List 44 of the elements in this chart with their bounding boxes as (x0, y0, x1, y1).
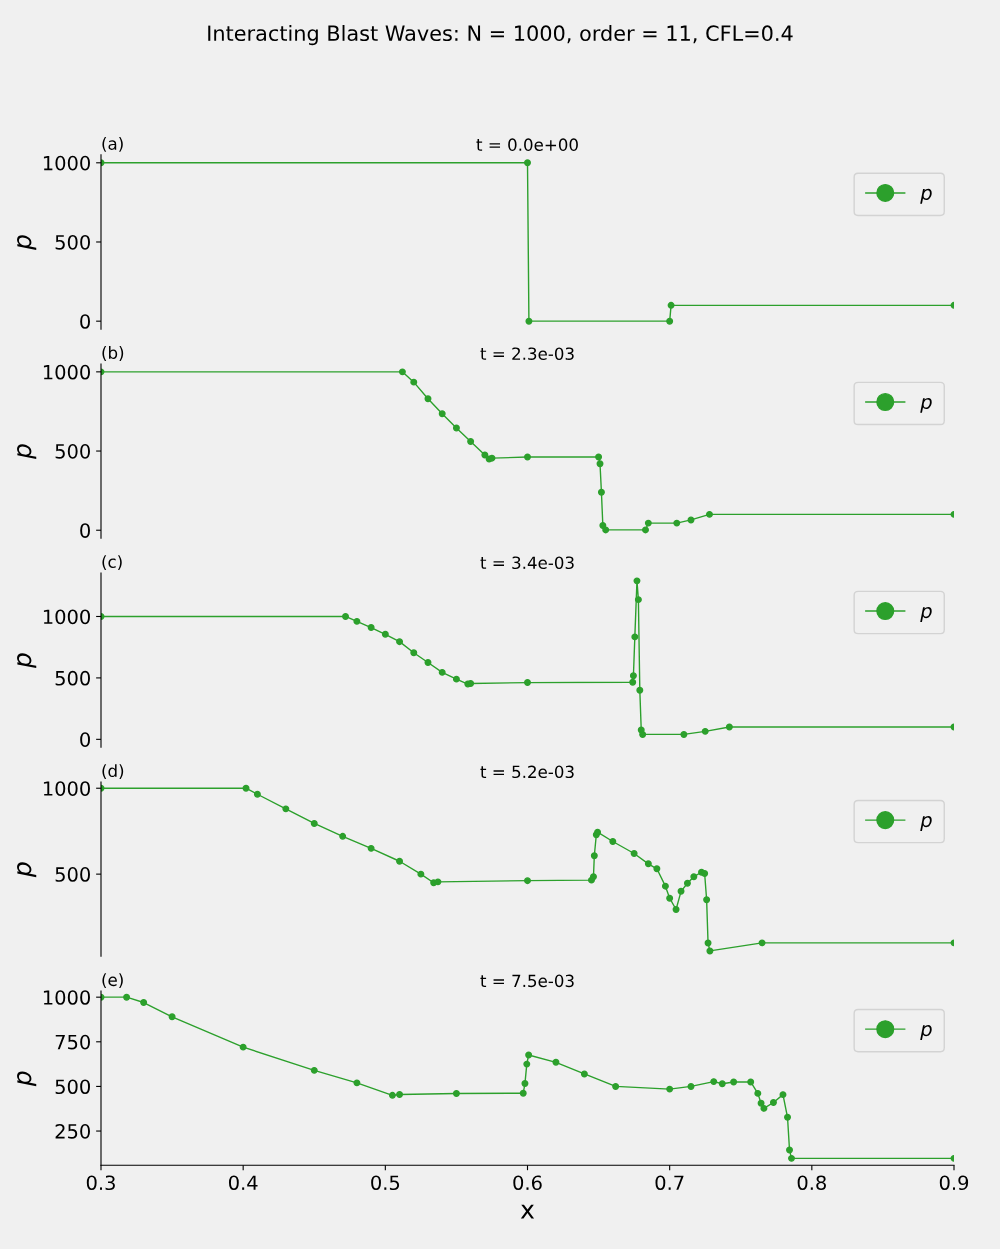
x-tick-label: 0.7 (655, 1175, 684, 1191)
y-axis-title: p (17, 235, 37, 250)
x-tick-label: 0.4 (228, 1175, 258, 1191)
y-tick-label: 0 (80, 314, 90, 329)
y-tick-label: 1000 (43, 609, 90, 625)
chart-subtitle: t = 3.4e-03 (480, 556, 574, 570)
y-tick-label: 500 (55, 867, 90, 882)
text: (b) (102, 346, 124, 361)
text: (a) (102, 137, 123, 152)
chart-subtitle: t = 2.3e-03 (480, 347, 574, 360)
x-tick-label: 0.6 (513, 1175, 542, 1191)
y-tick-label: 1000 (43, 364, 90, 380)
y-tick-label: 500 (55, 234, 90, 250)
legend-label: p (920, 816, 932, 831)
legend-label: p (920, 606, 932, 622)
y-tick-label: 500 (55, 1079, 90, 1095)
x-tick-label: 0.8 (797, 1175, 826, 1191)
x-tick-label: 0.3 (86, 1175, 115, 1191)
text: (c) (102, 555, 122, 570)
text: (d) (102, 764, 124, 780)
y-tick-label: 0 (80, 523, 90, 538)
y-tick-label: 1000 (43, 990, 90, 1005)
y-tick-label: 500 (55, 670, 90, 686)
y-axis-title: p (17, 444, 37, 460)
y-tick-label: 1000 (43, 781, 90, 796)
chart-title: Interacting Blast Waves: N = 1000, order = 11, CFL=0.4 (208, 24, 793, 46)
y-axis-title: p (17, 1071, 37, 1087)
legend-label: p (920, 188, 932, 204)
x-tick-label: 0.5 (371, 1175, 400, 1191)
y-axis-title: p (17, 862, 37, 878)
x-tick-label: 0.9 (939, 1175, 969, 1191)
chart-subtitle: t = 0.0e+00 (476, 138, 578, 151)
y-tick-label: 1000 (43, 155, 90, 171)
chart-subtitle: t = 5.2e-03 (480, 765, 574, 779)
x-axis-title: x (520, 1204, 535, 1219)
text: (e) (102, 973, 123, 989)
y-tick-label: 750 (55, 1034, 90, 1050)
y-tick-label: 500 (55, 444, 90, 459)
chart-subtitle: t = 7.5e-03 (480, 974, 574, 988)
y-axis-title: p (17, 653, 37, 669)
legend-label: p (920, 397, 932, 413)
y-tick-label: 0 (80, 732, 90, 747)
legend-label: p (920, 1025, 932, 1041)
y-tick-label: 250 (55, 1124, 90, 1139)
